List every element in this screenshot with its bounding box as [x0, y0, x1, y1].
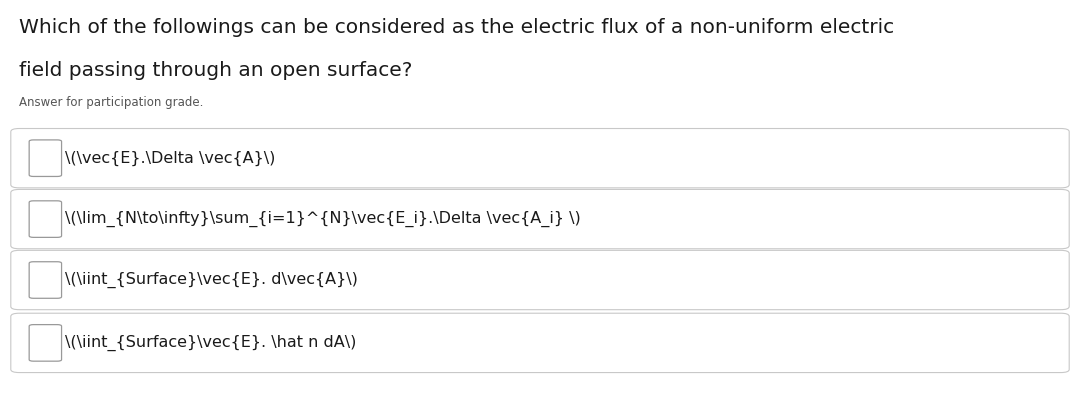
Text: field passing through an open surface?: field passing through an open surface? [19, 61, 413, 80]
Text: \(\iint_{Surface}\vec{E}. \hat n dA\): \(\iint_{Surface}\vec{E}. \hat n dA\) [65, 335, 356, 351]
FancyBboxPatch shape [11, 313, 1069, 373]
FancyBboxPatch shape [11, 250, 1069, 310]
FancyBboxPatch shape [29, 140, 62, 176]
FancyBboxPatch shape [29, 262, 62, 298]
Text: \(\vec{E}.\Delta \vec{A}\): \(\vec{E}.\Delta \vec{A}\) [65, 151, 275, 166]
Text: Answer for participation grade.: Answer for participation grade. [19, 96, 204, 109]
FancyBboxPatch shape [29, 325, 62, 361]
Text: \(\lim_{N\to\infty}\sum_{i=1}^{N}\vec{E_i}.\Delta \vec{A_i} \): \(\lim_{N\to\infty}\sum_{i=1}^{N}\vec{E_… [65, 211, 581, 227]
Text: \(\iint_{Surface}\vec{E}. d\vec{A}\): \(\iint_{Surface}\vec{E}. d\vec{A}\) [65, 272, 357, 288]
Text: Which of the followings can be considered as the electric flux of a non-uniform : Which of the followings can be considere… [19, 18, 894, 37]
FancyBboxPatch shape [11, 129, 1069, 188]
FancyBboxPatch shape [29, 201, 62, 237]
FancyBboxPatch shape [11, 189, 1069, 249]
